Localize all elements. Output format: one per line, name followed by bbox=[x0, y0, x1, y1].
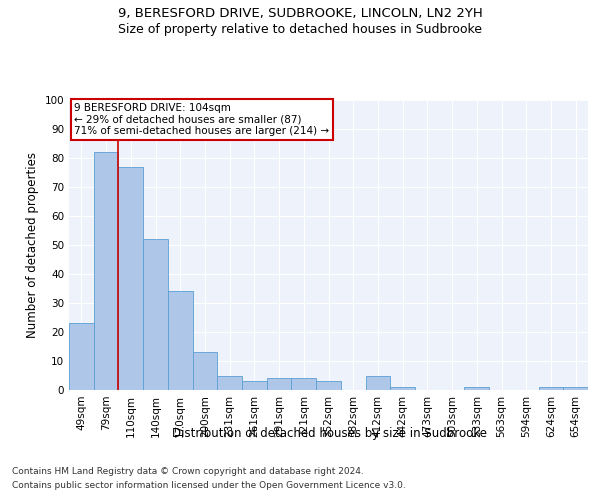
Bar bbox=[69, 324, 94, 390]
Bar bbox=[365, 376, 390, 390]
Bar bbox=[464, 387, 489, 390]
Bar bbox=[168, 292, 193, 390]
Bar bbox=[292, 378, 316, 390]
Text: 9 BERESFORD DRIVE: 104sqm
← 29% of detached houses are smaller (87)
71% of semi-: 9 BERESFORD DRIVE: 104sqm ← 29% of detac… bbox=[74, 103, 329, 136]
Text: Size of property relative to detached houses in Sudbrooke: Size of property relative to detached ho… bbox=[118, 22, 482, 36]
Bar bbox=[143, 239, 168, 390]
Bar bbox=[267, 378, 292, 390]
Bar bbox=[563, 387, 588, 390]
Y-axis label: Number of detached properties: Number of detached properties bbox=[26, 152, 39, 338]
Text: Distribution of detached houses by size in Sudbrooke: Distribution of detached houses by size … bbox=[173, 428, 487, 440]
Text: 9, BERESFORD DRIVE, SUDBROOKE, LINCOLN, LN2 2YH: 9, BERESFORD DRIVE, SUDBROOKE, LINCOLN, … bbox=[118, 8, 482, 20]
Bar bbox=[539, 387, 563, 390]
Text: Contains public sector information licensed under the Open Government Licence v3: Contains public sector information licen… bbox=[12, 481, 406, 490]
Bar bbox=[193, 352, 217, 390]
Bar bbox=[242, 382, 267, 390]
Bar bbox=[118, 166, 143, 390]
Bar bbox=[94, 152, 118, 390]
Bar bbox=[390, 387, 415, 390]
Bar bbox=[217, 376, 242, 390]
Text: Contains HM Land Registry data © Crown copyright and database right 2024.: Contains HM Land Registry data © Crown c… bbox=[12, 468, 364, 476]
Bar bbox=[316, 382, 341, 390]
